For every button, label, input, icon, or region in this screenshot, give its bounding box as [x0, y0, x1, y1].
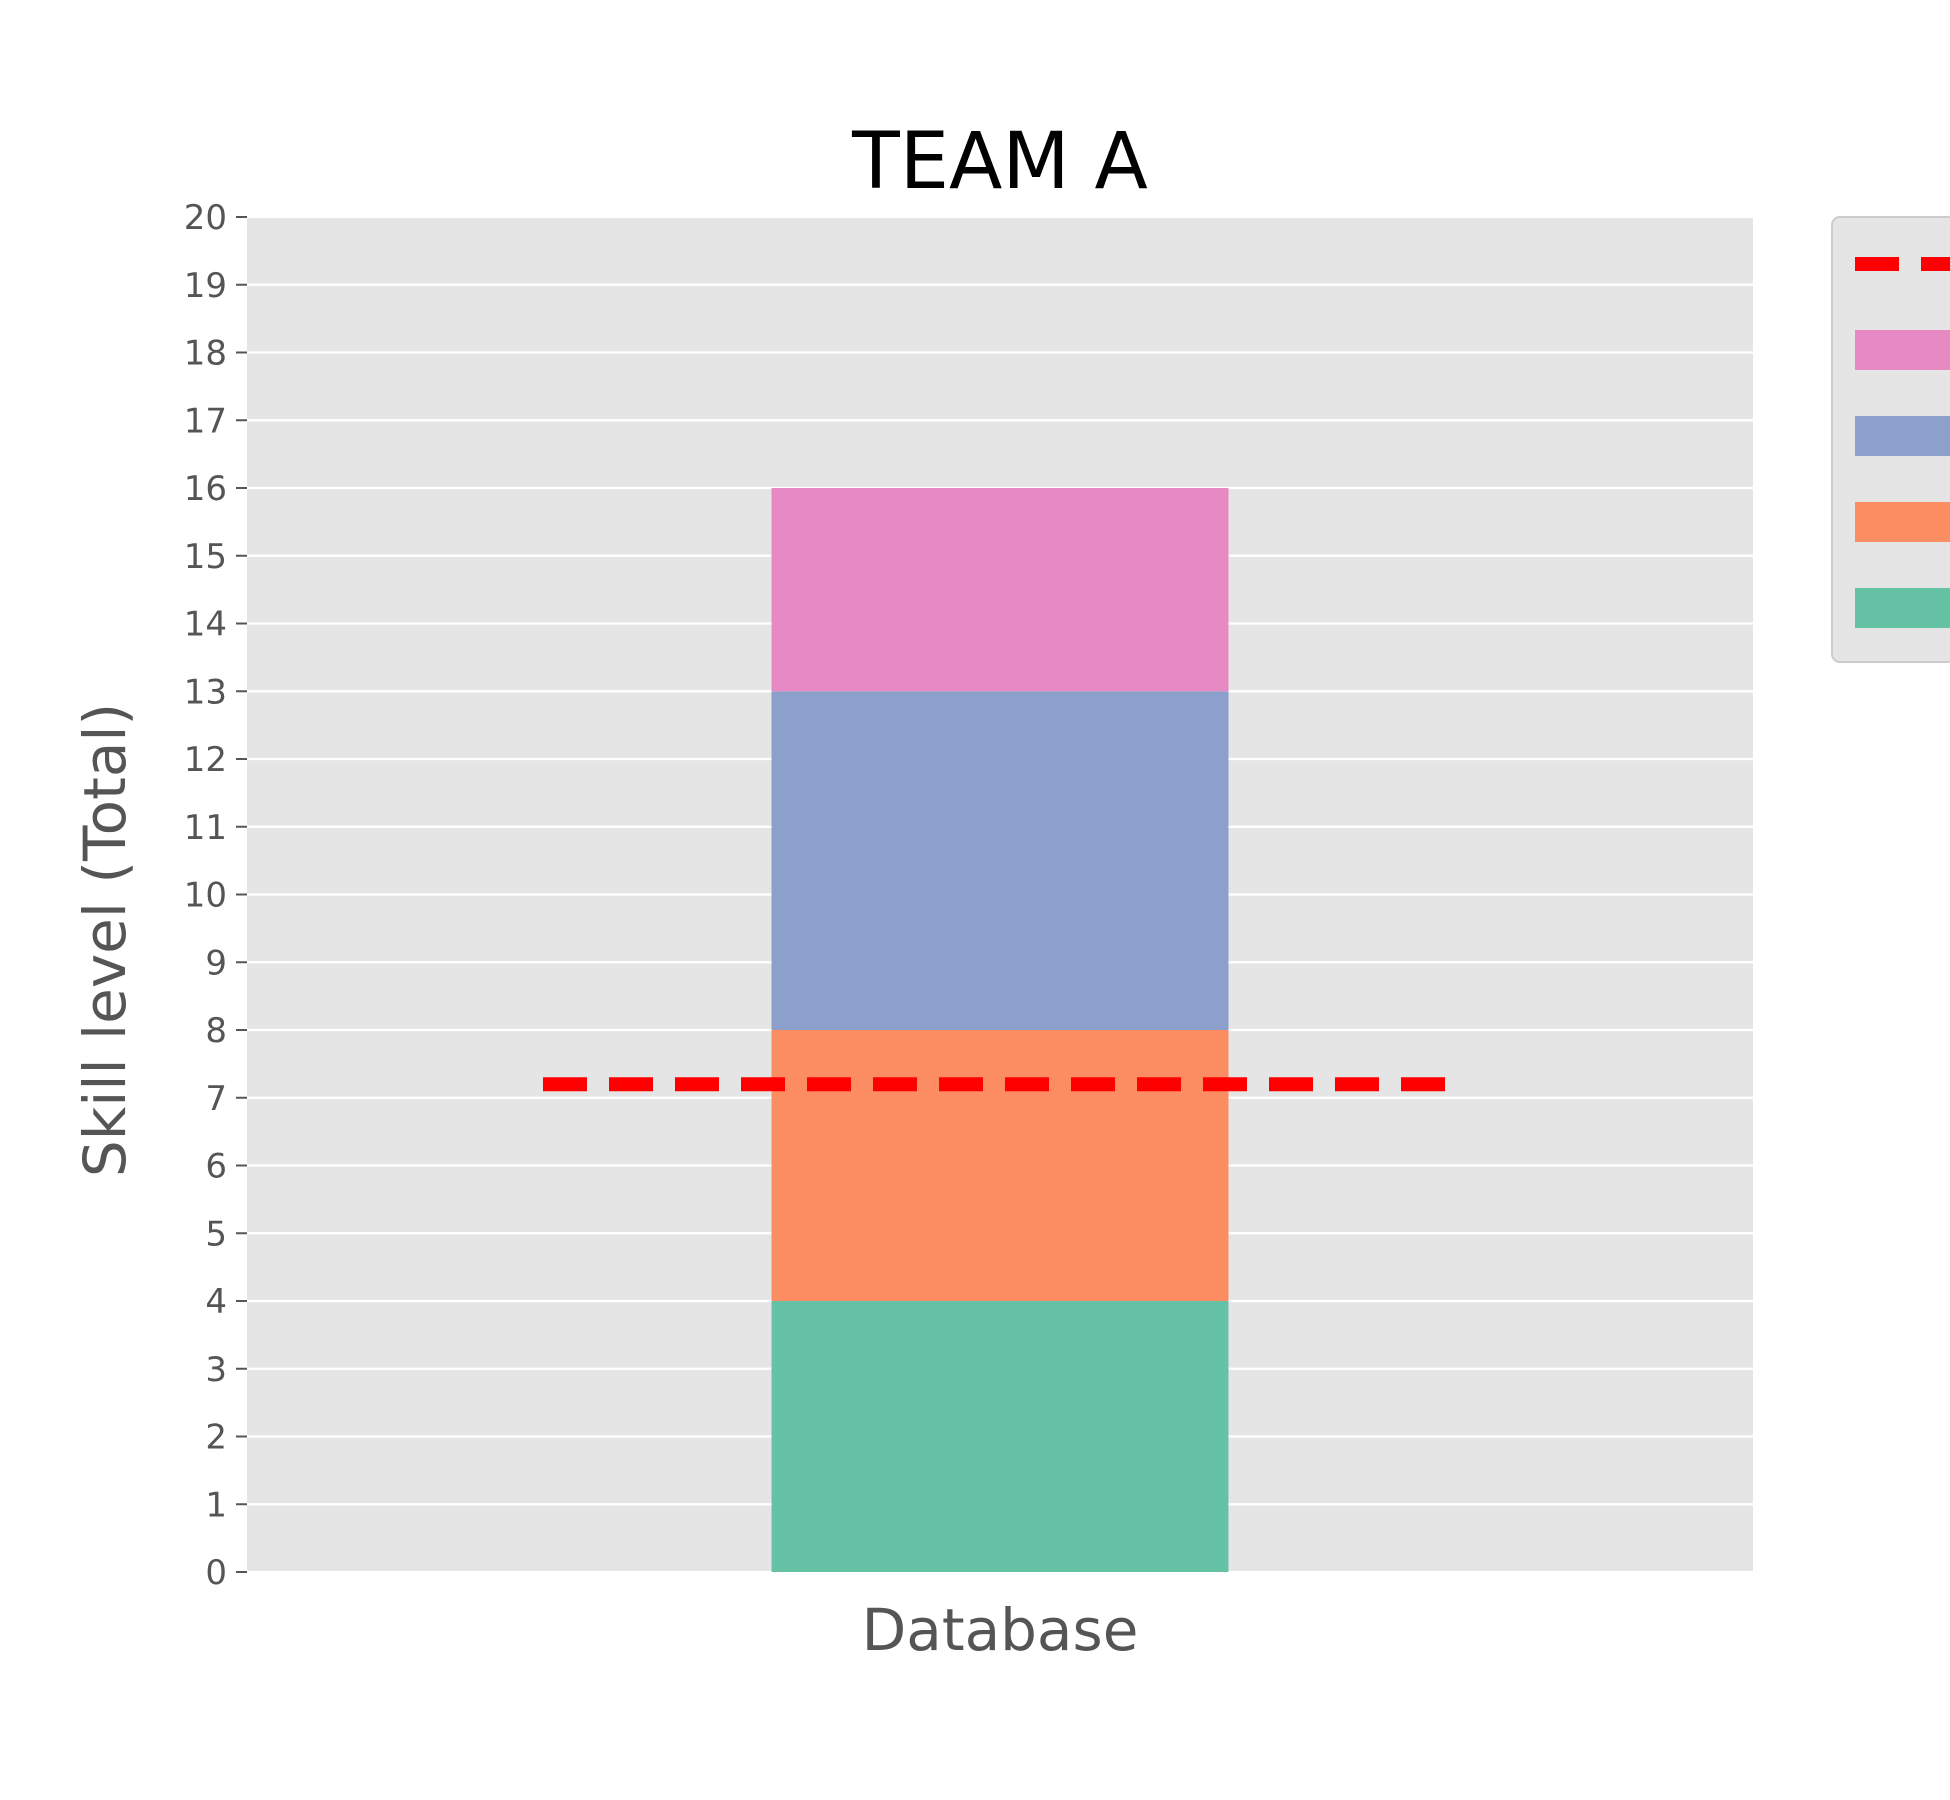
y-tick-label: 2 [205, 1418, 227, 1458]
legend-swatch-3 [1855, 502, 1950, 542]
y-tick-label: 20 [184, 198, 227, 238]
y-tick-label: 3 [205, 1350, 227, 1390]
y-tick-label: 9 [205, 943, 227, 983]
y-axis-title: Skill level (Total) [71, 703, 139, 1177]
y-tick-label: 14 [184, 605, 227, 645]
y-tick-label: 12 [184, 740, 227, 780]
y-tick-label: 1 [205, 1485, 227, 1525]
y-tick-label: 17 [184, 401, 227, 441]
bar-segment-3 [771, 691, 1229, 1030]
y-tick-label: 18 [184, 334, 227, 374]
bar-segments [771, 488, 1229, 1572]
bar-segment-2 [771, 1030, 1229, 1301]
y-tick-label: 16 [184, 469, 227, 509]
legend-swatch-2 [1855, 416, 1950, 456]
y-tick-label: 11 [184, 808, 227, 848]
bar-segment-4 [771, 488, 1229, 692]
legend-swatch-4 [1855, 588, 1950, 628]
chart-title: TEAM A [851, 117, 1148, 207]
y-tick-label: 15 [184, 537, 227, 577]
bar-segment-1 [771, 1301, 1229, 1572]
y-tick-label: 10 [184, 876, 227, 916]
y-tick-label: 6 [205, 1147, 227, 1187]
y-tick-label: 0 [205, 1553, 227, 1593]
legend-swatch-1 [1855, 330, 1950, 370]
y-tick-label: 13 [184, 672, 227, 712]
y-tick-label: 7 [205, 1079, 227, 1119]
y-tick-label: 5 [205, 1214, 227, 1254]
y-tick-label: 4 [205, 1282, 227, 1322]
y-tick-label: 19 [184, 266, 227, 306]
y-tick-label: 8 [205, 1011, 227, 1051]
x-axis-ticks: Database [862, 1596, 1139, 1664]
legend [1831, 216, 1950, 663]
x-tick-label: Database [862, 1596, 1139, 1664]
